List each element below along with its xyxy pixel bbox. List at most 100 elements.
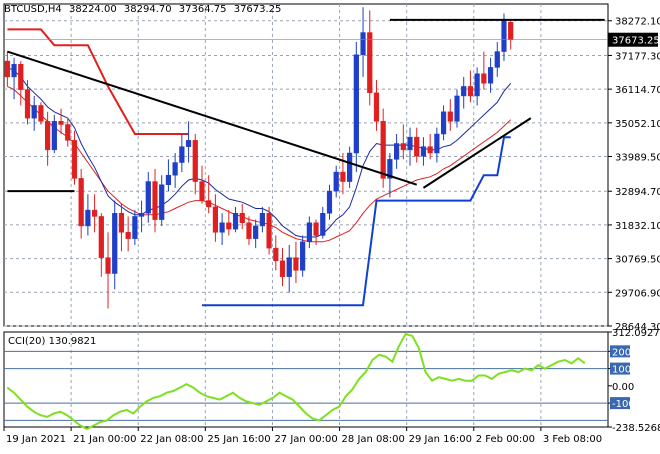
candle-body <box>501 19 507 52</box>
candle-body <box>259 213 265 227</box>
candle-body <box>165 174 172 185</box>
cci-tick-label: 200 <box>612 347 631 358</box>
price-tick-label: 35052.10 <box>615 119 660 130</box>
candle-body <box>58 121 64 125</box>
cci-tick-badge <box>610 362 630 375</box>
candle-body <box>414 136 420 157</box>
price-tick-label: 30769.50 <box>615 255 660 266</box>
candle-body <box>454 95 460 122</box>
trendline <box>7 50 418 186</box>
candle-body <box>212 206 218 233</box>
time-tick-label: 21 Jan 00:00 <box>73 434 136 445</box>
candle-body <box>273 247 279 262</box>
cci-tick-label: 312.0927 <box>612 328 660 339</box>
candle-body <box>279 260 286 277</box>
candle-body <box>45 121 51 151</box>
candle-body <box>92 209 98 217</box>
cci-tick-label: 0.00 <box>612 382 634 393</box>
time-tick-label: 19 Jan 2021 <box>6 434 66 445</box>
trendline <box>422 117 532 189</box>
candle-body <box>219 222 225 233</box>
cci-tick-badge <box>610 397 630 410</box>
time-tick-label: 3 Feb 08:00 <box>543 434 602 445</box>
time-tick-label: 28 Jan 08:00 <box>342 434 405 445</box>
candle-body <box>152 181 158 220</box>
candle-body <box>246 222 252 239</box>
price-tick-label: 33989.50 <box>615 153 660 164</box>
ohlc-open: 38224.00 <box>68 4 117 15</box>
candle-body <box>38 105 44 122</box>
candle-body <box>11 63 17 78</box>
candle-body <box>138 213 145 217</box>
price-tick-label: 31832.10 <box>615 221 660 232</box>
candle-body <box>360 32 366 55</box>
candle-body <box>373 92 380 122</box>
cci-tick-badge <box>610 345 630 358</box>
candle-body <box>185 140 192 147</box>
candle-body <box>85 209 91 227</box>
candle-body <box>434 133 440 154</box>
ohlc-low: 37364.75 <box>178 4 227 15</box>
candle-body <box>427 146 433 154</box>
candle-body <box>253 225 259 239</box>
time-tick-label: 25 Jan 16:00 <box>207 434 270 445</box>
price-tick-label: 32894.70 <box>615 187 660 198</box>
candle-body <box>239 213 245 224</box>
candle-body <box>172 162 178 176</box>
candle-body <box>145 181 151 214</box>
candle-body <box>340 171 346 182</box>
candle-body <box>71 140 78 179</box>
candle-body <box>98 216 104 258</box>
symbol-label: BTCUSD,H4 <box>4 4 62 15</box>
candle-body <box>132 216 138 239</box>
cci-tick-label: -100 <box>612 399 635 410</box>
ma-fast-line <box>7 66 512 238</box>
cci-pane: 312.0927 200 100 0.00 -100 -238.5268 CCI(20) 1… <box>3 328 660 434</box>
candle-body <box>494 51 500 68</box>
candle-body <box>326 190 333 214</box>
ma-slow-line <box>7 85 512 243</box>
candle-body <box>112 213 118 274</box>
time-tick-label: 2 Feb 00:00 <box>476 434 535 445</box>
cci-title: CCI(20) 130.9821 <box>8 336 96 347</box>
time-tick-label: 29 Jan 16:00 <box>409 434 472 445</box>
current-price-badge <box>608 32 658 47</box>
candle-body <box>286 257 292 277</box>
current-price-label: 37673.25 <box>612 36 660 47</box>
candle-body <box>226 222 232 230</box>
candle-body <box>125 232 131 239</box>
candle-body <box>78 178 84 227</box>
candle-body <box>380 121 386 179</box>
candle-body <box>51 121 57 151</box>
price-tick-label: 36114.70 <box>615 85 660 96</box>
candle-body <box>481 73 487 84</box>
candle-body <box>206 200 212 208</box>
candle-body <box>440 111 447 135</box>
candle-body <box>266 213 272 249</box>
candle-body <box>474 73 480 97</box>
candle-body <box>31 105 37 119</box>
candle-body <box>347 152 353 182</box>
candle-body <box>508 22 514 40</box>
cci-line <box>6 332 586 431</box>
candle-body <box>467 86 474 97</box>
candle-body <box>400 143 406 151</box>
candle-body <box>300 241 306 271</box>
ohlc-close: 37673.25 <box>233 4 282 15</box>
cci-frame <box>3 331 609 428</box>
ohlc-high: 38294.70 <box>123 4 172 15</box>
candle-body <box>487 67 494 84</box>
candle-body <box>159 184 165 220</box>
candle-body <box>232 213 239 230</box>
candle-body <box>192 140 198 182</box>
candle-body <box>306 222 312 243</box>
candle-body <box>179 146 185 163</box>
candle-body <box>320 213 326 236</box>
price-tick-label: 37177.30 <box>615 51 660 62</box>
candle-body <box>293 257 299 271</box>
candle-body <box>333 171 339 192</box>
candle-body <box>105 257 111 274</box>
price-tick-label: 28644.30 <box>615 322 660 333</box>
